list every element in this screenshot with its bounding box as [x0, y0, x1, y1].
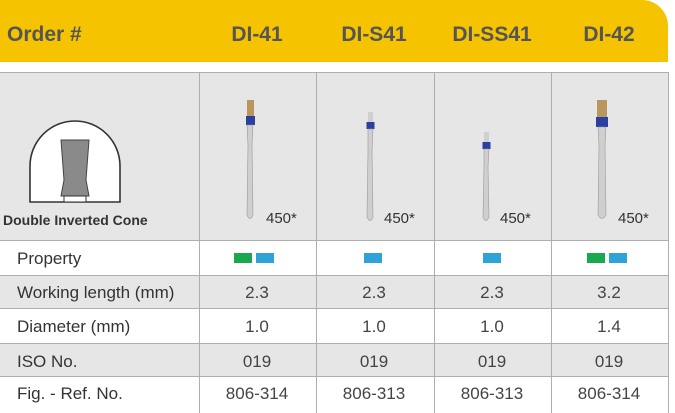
- shape-caption: Double Inverted Cone: [3, 212, 148, 228]
- row-label-iso-no: ISO No.: [17, 352, 78, 371]
- property-label: Property: [17, 249, 82, 268]
- property-swatch-green: [587, 253, 605, 263]
- row-label-diameter: Diameter (mm): [17, 317, 131, 336]
- grid-line: [668, 72, 669, 413]
- image-row: Double Inverted Cone 450* 450* 450* 450*: [0, 72, 668, 240]
- grid-line: [316, 72, 317, 413]
- bur-image-di-ss41: [482, 132, 491, 221]
- property-swatch-blue: [609, 253, 627, 263]
- bur-image-di-s41: [366, 112, 375, 221]
- grid-line: [0, 343, 668, 344]
- table-row: [0, 343, 668, 376]
- cell-value: 2.3: [480, 283, 504, 302]
- property-swatch-blue: [483, 253, 501, 263]
- spacer: [0, 62, 675, 72]
- bur-image-di-42: [596, 100, 608, 219]
- column-header-di-42: DI-42: [583, 23, 635, 46]
- grid-line: [0, 240, 668, 241]
- cell-value: 019: [477, 352, 507, 371]
- double-inverted-cone-icon: [29, 120, 121, 203]
- grid-line: [0, 72, 668, 73]
- grade-label: 450*: [266, 210, 297, 227]
- order-number-header: Order #: [7, 23, 82, 46]
- property-swatch-blue: [256, 253, 274, 263]
- cell-value: 019: [359, 352, 389, 371]
- cell-value: 806-313: [342, 384, 406, 403]
- cell-value: 019: [242, 352, 272, 371]
- cell-value: 806-313: [460, 384, 524, 403]
- row-label-fig-ref-no: Fig. - Ref. No.: [17, 384, 123, 403]
- column-header-di-ss41: DI-SS41: [452, 23, 532, 46]
- grid-line: [0, 275, 668, 276]
- table-row: [0, 275, 668, 308]
- bur-image-di-41: [246, 100, 255, 219]
- cell-value: 806-314: [577, 384, 641, 403]
- grid-line: [0, 308, 668, 309]
- cell-value: 1.4: [597, 317, 621, 336]
- cell-value: 2.3: [362, 283, 386, 302]
- grade-label: 450*: [618, 210, 649, 227]
- grid-line: [551, 72, 552, 413]
- property-swatch-green: [234, 253, 252, 263]
- cell-value: 019: [594, 352, 624, 371]
- grade-label: 450*: [500, 210, 531, 227]
- cell-value: 1.0: [245, 317, 269, 336]
- cell-value: 2.3: [245, 283, 269, 302]
- property-swatch-blue: [364, 253, 382, 263]
- grid-line: [0, 376, 668, 377]
- column-header-di-s41: DI-S41: [341, 23, 407, 46]
- grid-line: [434, 72, 435, 413]
- row-label-working-length: Working length (mm): [17, 283, 175, 302]
- grade-label: 450*: [384, 210, 415, 227]
- cell-value: 806-314: [225, 384, 289, 403]
- cell-value: 1.0: [362, 317, 386, 336]
- cell-value: 3.2: [597, 283, 621, 302]
- grid-line: [199, 72, 200, 413]
- cell-value: 1.0: [480, 317, 504, 336]
- column-header-di-41: DI-41: [231, 23, 283, 46]
- table-header: Order # DI-41 DI-S41 DI-SS41 DI-42: [0, 0, 668, 62]
